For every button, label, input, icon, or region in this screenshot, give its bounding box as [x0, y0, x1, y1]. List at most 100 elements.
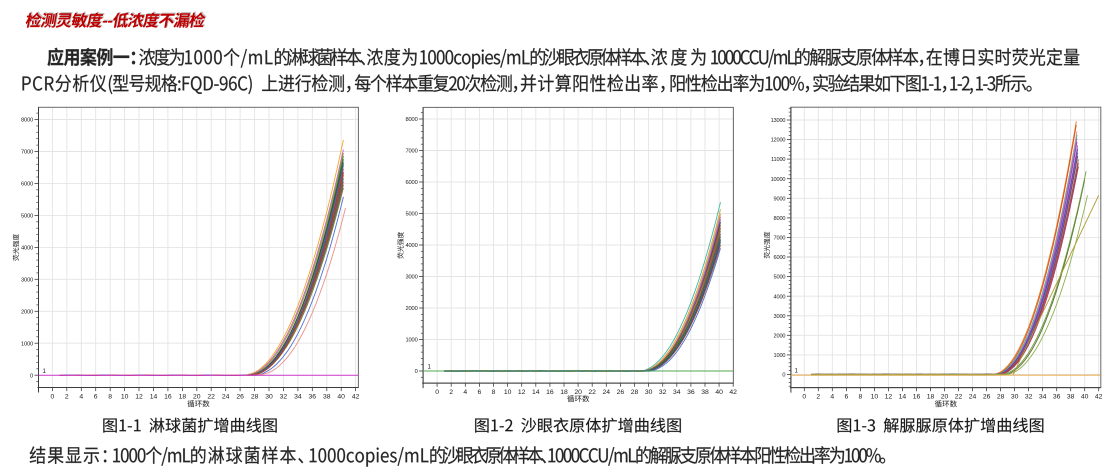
- svg-text:6000: 6000: [406, 180, 418, 186]
- svg-text:12000: 12000: [771, 138, 786, 144]
- svg-text:4: 4: [830, 394, 834, 401]
- svg-text:38: 38: [323, 394, 331, 401]
- svg-text:40: 40: [715, 389, 723, 396]
- svg-text:28: 28: [997, 394, 1005, 401]
- svg-text:12: 12: [885, 394, 893, 401]
- svg-text:1000: 1000: [406, 338, 418, 344]
- svg-text:2000: 2000: [774, 333, 786, 339]
- svg-text:2: 2: [449, 389, 453, 396]
- svg-text:2: 2: [816, 394, 820, 401]
- svg-text:36: 36: [1053, 394, 1061, 401]
- svg-text:10: 10: [504, 389, 512, 396]
- svg-text:1000: 1000: [21, 341, 33, 347]
- svg-text:8000: 8000: [774, 216, 786, 222]
- svg-text:4000: 4000: [21, 246, 33, 252]
- svg-text:26: 26: [983, 394, 991, 401]
- svg-text:16: 16: [546, 389, 554, 396]
- svg-text:42: 42: [1095, 394, 1103, 401]
- svg-text:6: 6: [478, 389, 482, 396]
- svg-text:0: 0: [435, 389, 439, 396]
- svg-text:26: 26: [236, 394, 244, 401]
- svg-text:14: 14: [532, 389, 540, 396]
- svg-text:20: 20: [193, 394, 201, 401]
- svg-text:40: 40: [1081, 394, 1089, 401]
- svg-text:0: 0: [782, 373, 785, 379]
- svg-text:30: 30: [1011, 394, 1019, 401]
- svg-text:14: 14: [150, 394, 158, 401]
- svg-text:42: 42: [729, 389, 737, 396]
- svg-text:8: 8: [859, 394, 863, 401]
- svg-text:8000: 8000: [21, 118, 33, 124]
- svg-text:18: 18: [560, 389, 568, 396]
- svg-text:13000: 13000: [771, 118, 786, 124]
- svg-text:20: 20: [941, 394, 949, 401]
- svg-text:11000: 11000: [771, 157, 785, 163]
- svg-text:36: 36: [309, 394, 317, 401]
- svg-text:1000: 1000: [774, 353, 786, 359]
- svg-text:40: 40: [337, 394, 345, 401]
- svg-text:24: 24: [222, 394, 230, 401]
- svg-text:4000: 4000: [774, 294, 786, 300]
- svg-text:5000: 5000: [21, 214, 33, 220]
- svg-text:22: 22: [588, 389, 596, 396]
- svg-text:2: 2: [65, 394, 69, 401]
- svg-text:24: 24: [603, 389, 611, 396]
- svg-text:36: 36: [687, 389, 695, 396]
- svg-text:0: 0: [30, 373, 33, 379]
- svg-text:3000: 3000: [406, 275, 418, 281]
- svg-text:20: 20: [574, 389, 582, 396]
- svg-text:9000: 9000: [774, 196, 786, 202]
- svg-text:1: 1: [43, 369, 47, 375]
- svg-text:10: 10: [121, 394, 129, 401]
- svg-text:8000: 8000: [406, 117, 418, 123]
- svg-text:6: 6: [94, 394, 98, 401]
- svg-text:2000: 2000: [21, 309, 33, 315]
- svg-text:6: 6: [845, 394, 849, 401]
- svg-text:32: 32: [1025, 394, 1033, 401]
- svg-text:30: 30: [265, 394, 273, 401]
- svg-text:5000: 5000: [406, 212, 418, 218]
- svg-text:1: 1: [428, 365, 432, 371]
- svg-text:4: 4: [463, 389, 467, 396]
- svg-text:24: 24: [969, 394, 977, 401]
- svg-text:7000: 7000: [21, 150, 33, 156]
- svg-text:1: 1: [795, 369, 799, 375]
- svg-text:10000: 10000: [771, 177, 786, 183]
- svg-text:12: 12: [518, 389, 526, 396]
- svg-text:6000: 6000: [21, 182, 33, 188]
- svg-text:8: 8: [492, 389, 496, 396]
- svg-text:12: 12: [135, 394, 143, 401]
- svg-text:3000: 3000: [21, 277, 33, 283]
- svg-text:22: 22: [955, 394, 963, 401]
- svg-text:16: 16: [913, 394, 921, 401]
- svg-text:4000: 4000: [406, 243, 418, 249]
- svg-text:6000: 6000: [774, 255, 786, 261]
- svg-text:26: 26: [617, 389, 625, 396]
- svg-text:5000: 5000: [774, 275, 786, 281]
- svg-text:0: 0: [415, 369, 418, 375]
- svg-text:16: 16: [164, 394, 172, 401]
- svg-text:34: 34: [294, 394, 302, 401]
- svg-text:14: 14: [899, 394, 907, 401]
- svg-text:22: 22: [207, 394, 215, 401]
- svg-text:28: 28: [251, 394, 259, 401]
- svg-text:32: 32: [659, 389, 667, 396]
- svg-text:42: 42: [352, 394, 360, 401]
- svg-text:30: 30: [645, 389, 653, 396]
- svg-text:32: 32: [280, 394, 288, 401]
- svg-text:34: 34: [673, 389, 681, 396]
- svg-text:7000: 7000: [774, 236, 786, 242]
- svg-text:34: 34: [1039, 394, 1047, 401]
- svg-text:3000: 3000: [774, 314, 786, 320]
- svg-text:0: 0: [802, 394, 806, 401]
- svg-text:18: 18: [179, 394, 187, 401]
- svg-text:0: 0: [51, 394, 55, 401]
- svg-text:7000: 7000: [406, 149, 418, 155]
- svg-text:38: 38: [1067, 394, 1075, 401]
- svg-text:2000: 2000: [406, 306, 418, 312]
- svg-text:10: 10: [871, 394, 879, 401]
- svg-text:8: 8: [108, 394, 112, 401]
- svg-text:38: 38: [701, 389, 709, 396]
- svg-text:28: 28: [631, 389, 639, 396]
- svg-text:4: 4: [79, 394, 83, 401]
